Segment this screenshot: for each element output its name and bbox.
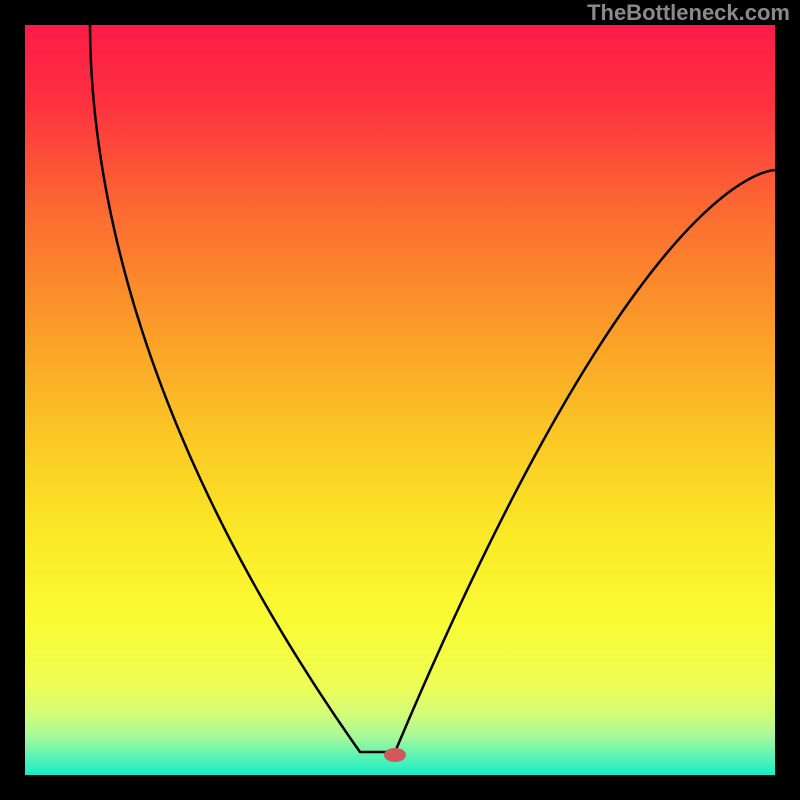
baseline bbox=[25, 772, 775, 775]
bottleneck-chart: TheBottleneck.com bbox=[0, 0, 800, 800]
watermark-text: TheBottleneck.com bbox=[587, 0, 790, 25]
chart-gradient-bg bbox=[25, 25, 775, 775]
optimal-marker bbox=[384, 748, 406, 762]
